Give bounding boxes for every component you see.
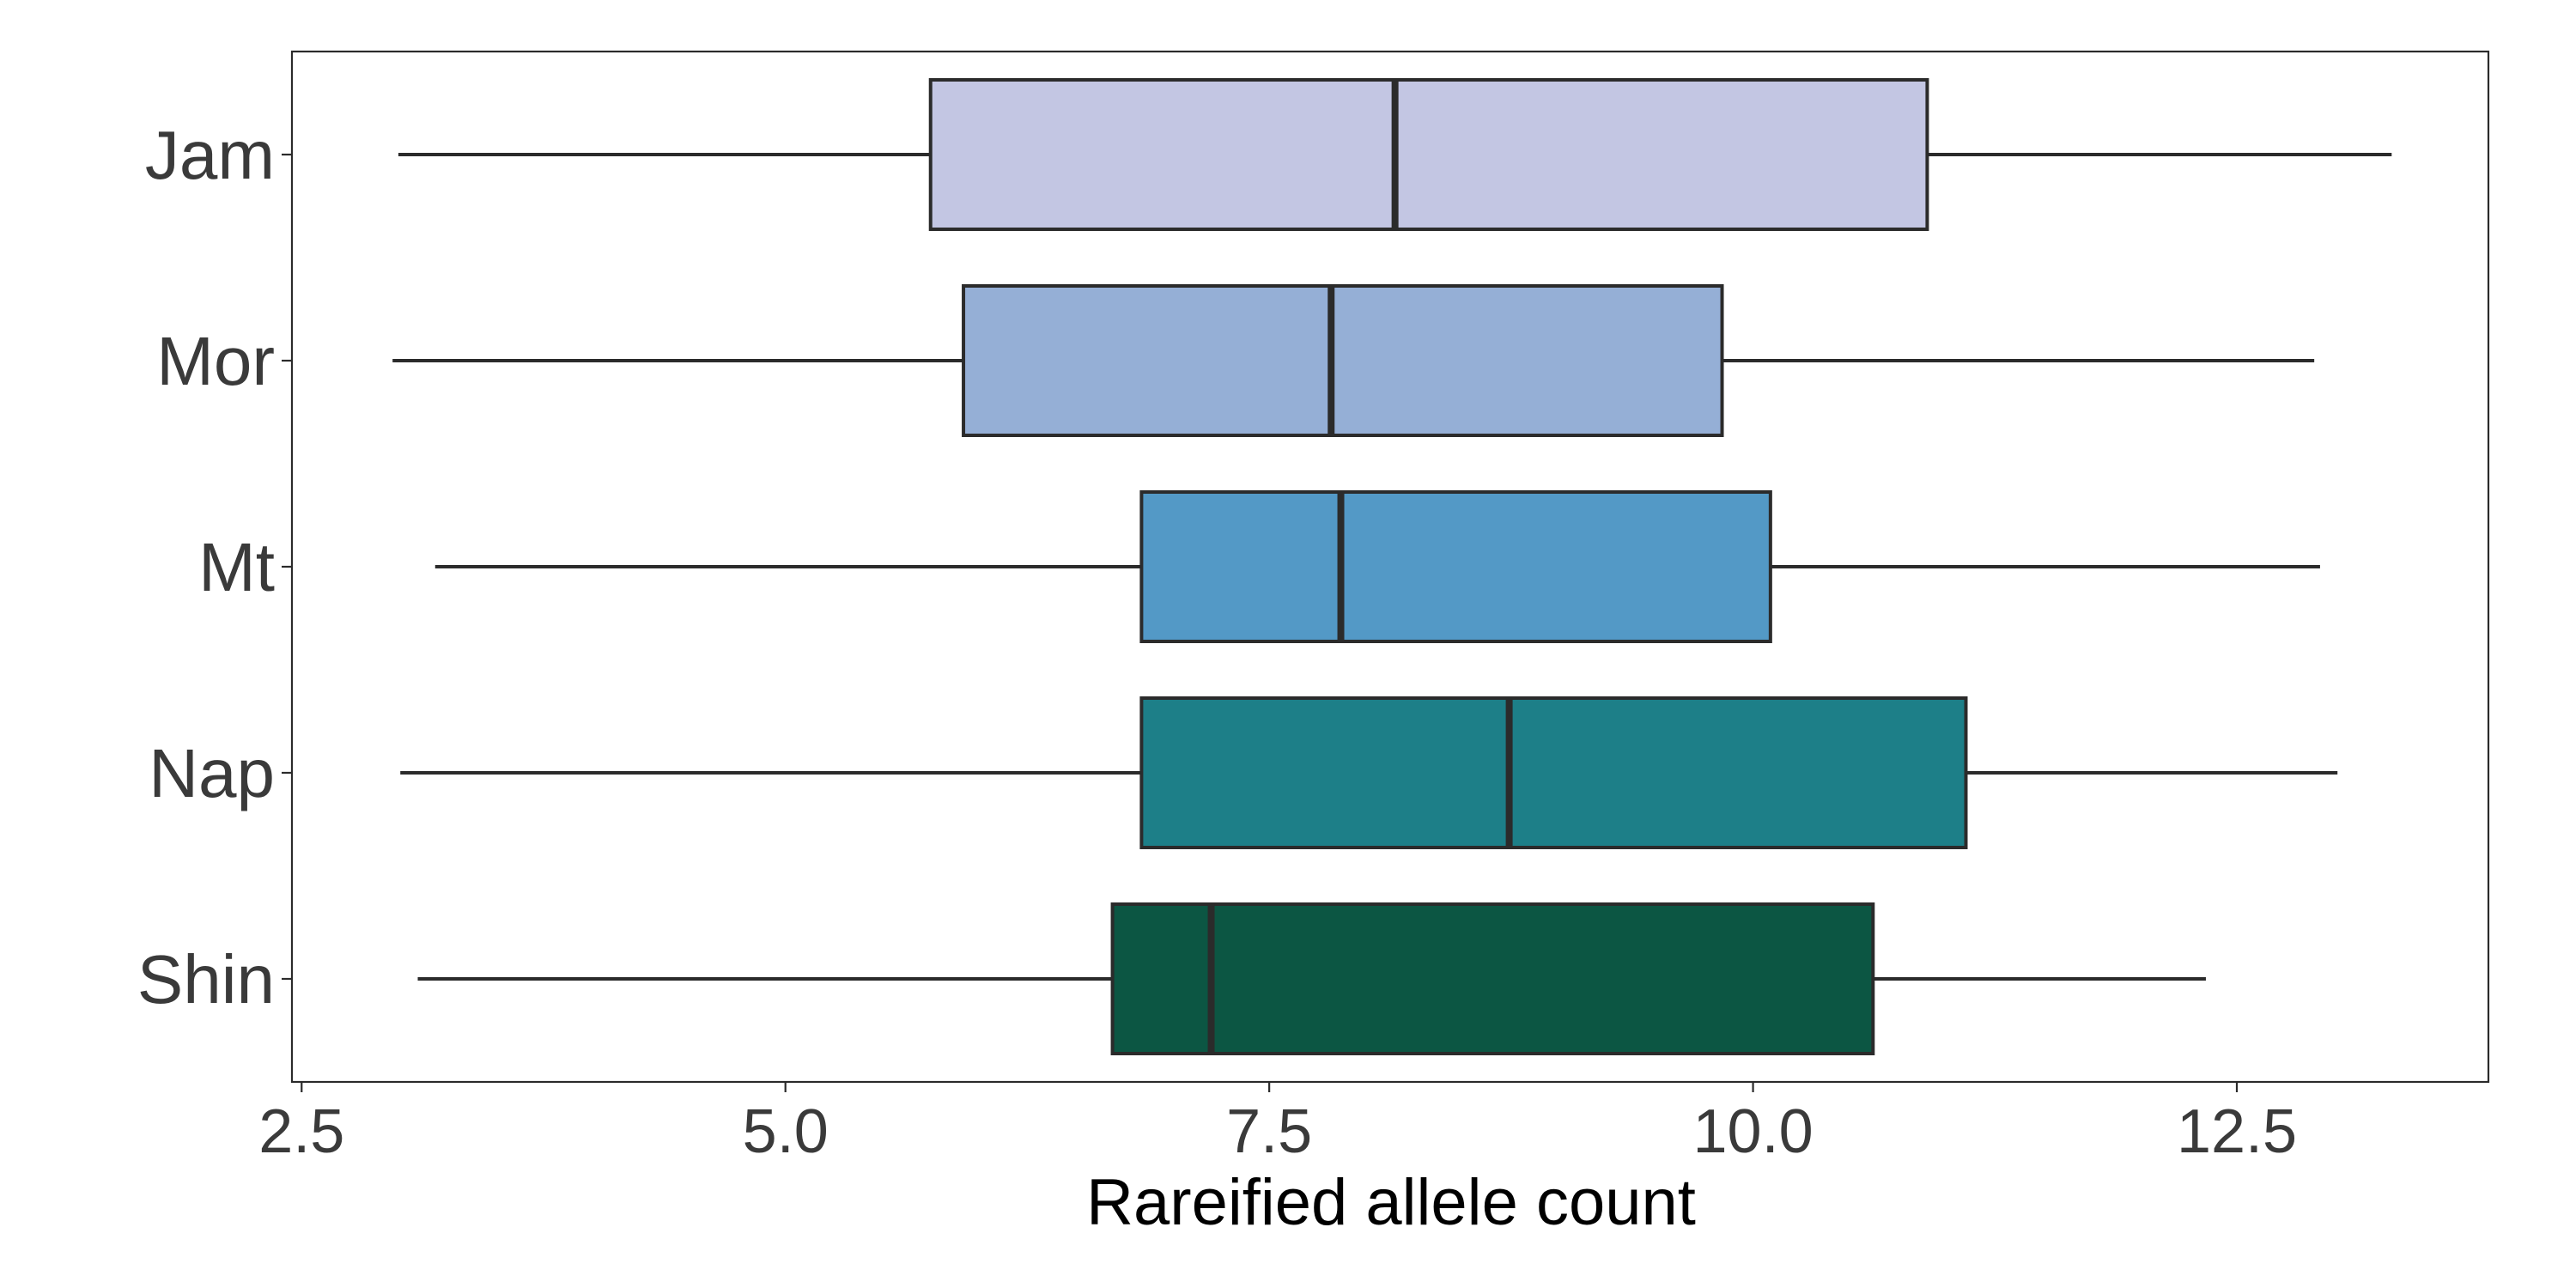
box-jam — [928, 78, 1929, 231]
x-tick-label-3: 10.0 — [1693, 1097, 1814, 1166]
x-tick-label-1: 5.0 — [743, 1097, 829, 1166]
box-mt — [1139, 490, 1772, 643]
x-tick-label-0: 2.5 — [258, 1097, 344, 1166]
x-axis-title: Rareified allele count — [1086, 1166, 1696, 1239]
y-tick-label-shin: Shin — [137, 941, 275, 1018]
y-tick-label-mt: Mt — [198, 529, 275, 605]
box-shin — [1110, 902, 1875, 1055]
box-mor — [962, 284, 1724, 437]
y-tick-label-jam: Jam — [145, 117, 275, 193]
y-tick-label-nap: Nap — [149, 735, 275, 811]
x-tick-label-4: 12.5 — [2177, 1097, 2297, 1166]
x-tick-label-2: 7.5 — [1226, 1097, 1312, 1166]
y-tick-label-mor: Mor — [156, 323, 275, 399]
box-nap — [1139, 696, 1968, 849]
